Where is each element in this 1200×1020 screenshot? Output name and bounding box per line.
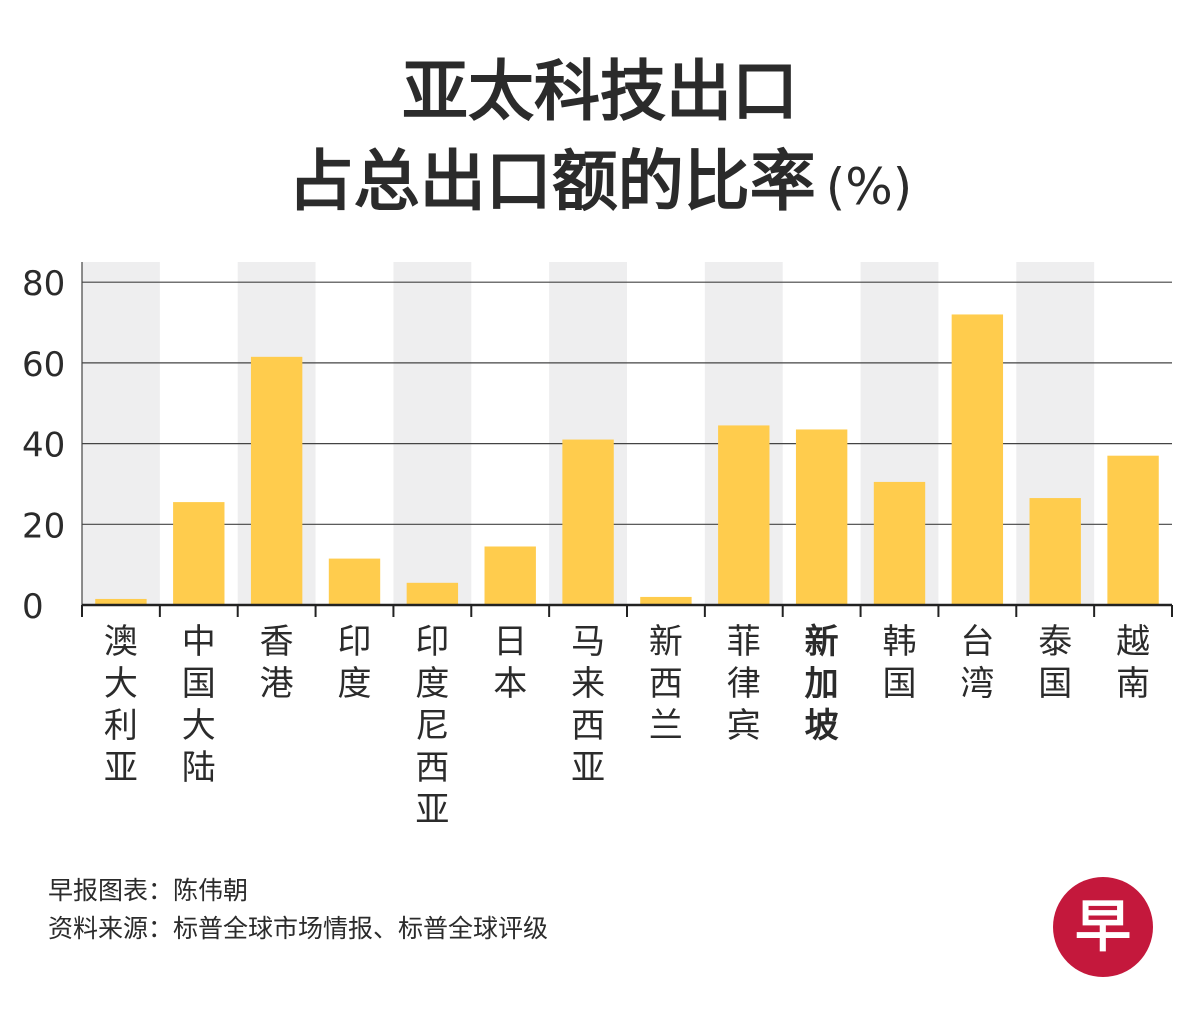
y-tick-label: 40 (22, 426, 65, 466)
bar (951, 314, 1004, 605)
bar (250, 356, 303, 605)
column-shade (393, 262, 472, 605)
category-label: 菲律宾 (727, 622, 761, 746)
category-label: 日本 (493, 622, 527, 704)
category-label: 韩国 (883, 622, 917, 704)
y-tick-label: 0 (22, 587, 44, 627)
bar (173, 502, 225, 605)
logo-text: 早 (1075, 895, 1131, 960)
category-label: 香港 (260, 622, 294, 704)
category-label: 澳大利亚 (104, 622, 138, 788)
logo-circle (1053, 877, 1153, 977)
bar (484, 546, 536, 605)
bar (718, 425, 770, 605)
bar (328, 558, 381, 605)
category-label: 新加坡 (805, 622, 839, 746)
zaobao-logo-icon: 早 (1053, 877, 1153, 977)
unit-label: (%) (825, 158, 913, 216)
bar (795, 429, 848, 605)
source-text: 资料来源：标普全球市场情报、标普全球评级 (48, 914, 549, 943)
bar (95, 598, 147, 605)
category-label: 印度尼西亚 (415, 622, 449, 830)
category-label: 新西兰 (649, 622, 683, 746)
category-label: 印度 (338, 622, 372, 704)
credit-text: 早报图表：陈伟朝 (48, 876, 249, 905)
bar (406, 582, 459, 605)
chart-title: 亚太科技出口 (402, 53, 798, 130)
bar (1107, 455, 1159, 605)
bar (562, 439, 614, 605)
subtitle-text: 占总出口额的比率 (287, 143, 816, 220)
bar (873, 481, 926, 605)
y-tick-label: 80 (22, 264, 65, 304)
column-shade (82, 262, 160, 605)
category-label: 泰国 (1038, 622, 1072, 704)
category-label: 马来西亚 (571, 622, 605, 788)
bar (640, 596, 692, 605)
y-tick-label: 60 (22, 345, 65, 385)
y-tick-label: 20 (22, 506, 65, 546)
chart-subtitle: 占总出口额的比率 (%) (0, 142, 1200, 227)
category-label: 台湾 (960, 622, 994, 704)
bar (1029, 498, 1081, 605)
category-label: 越南 (1116, 622, 1150, 704)
category-label: 中国大陆 (182, 622, 216, 788)
